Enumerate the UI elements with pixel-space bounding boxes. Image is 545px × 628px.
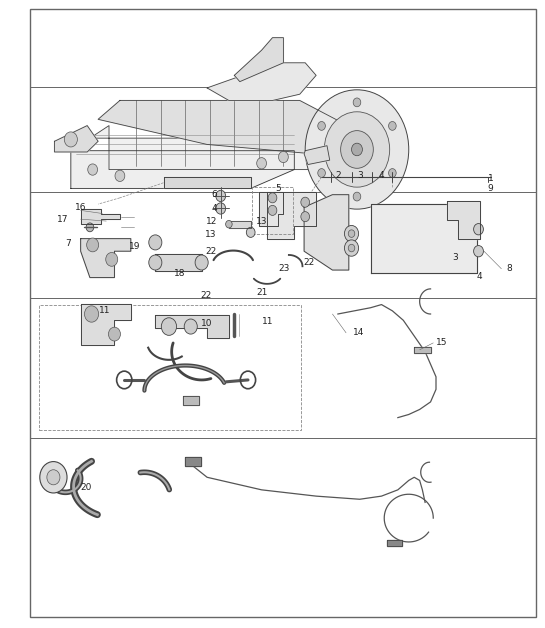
Circle shape — [246, 227, 255, 237]
Circle shape — [353, 192, 361, 201]
Circle shape — [195, 255, 208, 270]
Bar — [39, 305, 301, 430]
Polygon shape — [81, 209, 120, 224]
Polygon shape — [207, 63, 316, 100]
Circle shape — [474, 224, 483, 235]
Circle shape — [301, 212, 310, 222]
Polygon shape — [54, 126, 98, 152]
Circle shape — [389, 121, 396, 131]
Polygon shape — [81, 239, 131, 278]
Polygon shape — [234, 38, 283, 82]
Text: 3: 3 — [357, 171, 362, 180]
Circle shape — [86, 223, 94, 232]
Text: 4: 4 — [477, 272, 482, 281]
Text: 23: 23 — [278, 264, 289, 273]
Circle shape — [257, 158, 267, 169]
Polygon shape — [259, 192, 283, 226]
Circle shape — [108, 327, 120, 341]
Text: 6: 6 — [211, 190, 217, 199]
Text: 19: 19 — [129, 242, 141, 251]
Polygon shape — [183, 396, 199, 405]
Circle shape — [389, 168, 396, 178]
Circle shape — [318, 121, 325, 131]
Polygon shape — [387, 540, 402, 546]
Text: 16: 16 — [75, 203, 87, 212]
Circle shape — [106, 252, 118, 266]
Circle shape — [324, 112, 390, 187]
Text: 8: 8 — [507, 264, 513, 273]
Circle shape — [87, 238, 99, 252]
Circle shape — [344, 240, 359, 256]
Polygon shape — [81, 304, 131, 345]
Circle shape — [352, 143, 362, 156]
Circle shape — [216, 190, 226, 202]
Bar — [252, 187, 293, 234]
Circle shape — [149, 235, 162, 250]
Text: 21: 21 — [256, 288, 268, 296]
Polygon shape — [229, 221, 251, 228]
Text: 22: 22 — [205, 247, 217, 256]
Circle shape — [474, 246, 483, 257]
Polygon shape — [71, 151, 294, 188]
Text: 13: 13 — [205, 230, 217, 239]
Circle shape — [268, 205, 277, 215]
Circle shape — [84, 306, 99, 322]
Polygon shape — [447, 201, 480, 239]
Circle shape — [226, 220, 232, 228]
Text: 3: 3 — [452, 253, 458, 262]
Text: 22: 22 — [303, 258, 314, 267]
Text: 7: 7 — [65, 239, 71, 248]
Text: 2: 2 — [335, 171, 341, 180]
Polygon shape — [304, 195, 349, 270]
Circle shape — [161, 318, 177, 335]
Circle shape — [305, 90, 409, 209]
Polygon shape — [304, 146, 330, 165]
Circle shape — [47, 470, 60, 485]
Text: 11: 11 — [99, 306, 110, 315]
Text: 9: 9 — [488, 184, 494, 193]
Circle shape — [344, 225, 359, 242]
Text: 4: 4 — [211, 204, 217, 213]
Circle shape — [268, 193, 277, 203]
Polygon shape — [185, 457, 201, 466]
Circle shape — [64, 132, 77, 147]
Text: 13: 13 — [256, 217, 267, 225]
Polygon shape — [98, 100, 360, 157]
Circle shape — [216, 203, 226, 214]
Text: 11: 11 — [262, 317, 273, 326]
Text: 4: 4 — [379, 171, 384, 180]
Circle shape — [353, 98, 361, 107]
Polygon shape — [155, 254, 202, 271]
Circle shape — [341, 131, 373, 168]
Polygon shape — [155, 315, 229, 338]
Polygon shape — [164, 177, 251, 188]
Circle shape — [40, 462, 67, 493]
Circle shape — [115, 170, 125, 181]
Polygon shape — [71, 126, 316, 170]
Circle shape — [318, 168, 325, 177]
Text: 14: 14 — [353, 328, 365, 337]
Circle shape — [149, 255, 162, 270]
Circle shape — [301, 197, 310, 207]
Text: 12: 12 — [205, 217, 217, 226]
Text: 17: 17 — [57, 215, 69, 224]
Circle shape — [278, 151, 288, 163]
Text: 5: 5 — [275, 184, 281, 193]
Text: 20: 20 — [81, 483, 92, 492]
Polygon shape — [414, 347, 431, 353]
Circle shape — [88, 164, 98, 175]
Polygon shape — [267, 192, 316, 239]
Circle shape — [184, 319, 197, 334]
Text: 10: 10 — [201, 319, 212, 328]
Text: 1: 1 — [488, 175, 494, 183]
Text: 15: 15 — [436, 338, 447, 347]
Polygon shape — [371, 204, 477, 273]
Text: 18: 18 — [174, 269, 185, 278]
Text: 22: 22 — [201, 291, 212, 300]
Circle shape — [348, 244, 355, 252]
Circle shape — [348, 230, 355, 237]
